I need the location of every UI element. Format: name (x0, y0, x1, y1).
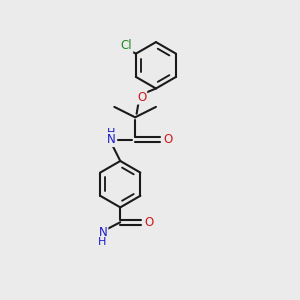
Text: N: N (107, 133, 116, 146)
Text: O: O (163, 133, 172, 146)
Text: O: O (137, 91, 146, 103)
Text: O: O (144, 216, 153, 229)
Text: H: H (107, 128, 116, 138)
Text: Cl: Cl (121, 39, 133, 52)
Text: N: N (99, 226, 107, 239)
Text: H: H (98, 237, 106, 247)
